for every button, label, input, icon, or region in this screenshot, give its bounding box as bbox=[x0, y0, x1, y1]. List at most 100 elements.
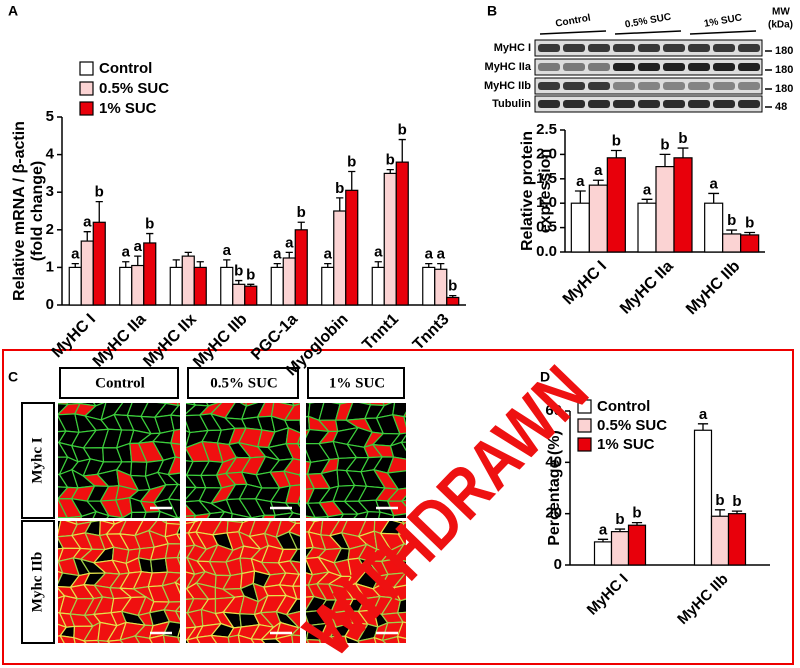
muscle-fiber bbox=[195, 634, 218, 643]
x-tick-label: MyHC IIa bbox=[90, 311, 150, 371]
significance-letter: b bbox=[95, 184, 104, 201]
muscle-fiber bbox=[327, 513, 345, 518]
significance-letter: a bbox=[594, 162, 603, 179]
mw-label: 48 bbox=[775, 101, 787, 113]
bar bbox=[627, 524, 647, 566]
significance-letter: b bbox=[246, 266, 255, 283]
muscle-fiber bbox=[285, 598, 300, 616]
muscle-fiber bbox=[391, 414, 406, 435]
x-tick-label: MyHC I bbox=[560, 258, 610, 308]
muscle-fiber bbox=[82, 639, 100, 643]
muscle-fiber bbox=[381, 635, 400, 643]
muscle-fiber bbox=[179, 521, 180, 524]
error-bar bbox=[631, 522, 643, 526]
column-header: 1% SUC bbox=[329, 375, 385, 391]
error-bar bbox=[677, 147, 689, 158]
muscle-fiber bbox=[157, 510, 179, 518]
muscle-fiber bbox=[365, 511, 381, 518]
muscle-fiber bbox=[237, 634, 255, 643]
muscle-fiber bbox=[403, 415, 406, 428]
muscle-fiber bbox=[402, 411, 406, 418]
blot-band bbox=[613, 63, 635, 71]
error-bar bbox=[71, 262, 79, 268]
withdrawn-frame bbox=[2, 349, 794, 665]
legend-swatch bbox=[577, 399, 592, 414]
bar bbox=[722, 233, 742, 253]
muscle-fiber bbox=[288, 512, 300, 518]
significance-letter: b bbox=[732, 493, 741, 510]
lane-label: 0.5% SUC bbox=[624, 12, 672, 31]
muscle-fiber bbox=[164, 556, 180, 574]
blot-band bbox=[588, 82, 610, 90]
significance-letter: a bbox=[223, 242, 232, 259]
muscle-fiber bbox=[288, 522, 300, 537]
significance-letter: a bbox=[324, 246, 333, 263]
lane-label: Control bbox=[555, 13, 592, 30]
muscle-fiber bbox=[306, 638, 322, 643]
blot-band bbox=[588, 63, 610, 71]
muscle-fiber bbox=[392, 403, 406, 418]
muscle-fiber bbox=[373, 636, 387, 643]
bar bbox=[606, 157, 626, 253]
significance-letter: a bbox=[576, 173, 585, 190]
blot-band bbox=[638, 100, 660, 108]
bar bbox=[181, 255, 195, 306]
significance-letter: b bbox=[727, 212, 736, 229]
y-axis-label: Relative protein bbox=[519, 131, 536, 251]
muscle-fiber bbox=[66, 515, 83, 518]
bar bbox=[92, 221, 106, 306]
panel-label: C bbox=[8, 369, 18, 385]
micrograph bbox=[186, 403, 300, 518]
muscle-fiber bbox=[58, 516, 69, 518]
significance-letter: a bbox=[437, 246, 446, 263]
muscle-fiber bbox=[169, 442, 180, 459]
error-bar bbox=[95, 200, 103, 223]
muscle-fiber bbox=[285, 442, 300, 461]
muscle-fiber bbox=[296, 435, 300, 445]
muscle-fiber bbox=[174, 605, 180, 613]
bar bbox=[383, 172, 397, 306]
x-tick-label: MyHC IIb bbox=[683, 258, 744, 319]
legend-swatch bbox=[79, 101, 94, 116]
micrograph bbox=[186, 521, 300, 643]
x-tick-label: MyHC IIx bbox=[140, 311, 200, 371]
bar bbox=[282, 257, 296, 306]
muscle-fiber bbox=[291, 634, 300, 643]
x-tick-label: MyHC IIb bbox=[674, 571, 731, 628]
muscle-fiber bbox=[134, 635, 153, 643]
muscle-fiber bbox=[314, 516, 330, 518]
y-tick-label: 2 bbox=[46, 221, 54, 238]
muscle-fiber bbox=[396, 635, 406, 643]
muscle-fiber bbox=[396, 621, 406, 640]
muscle-fiber bbox=[92, 510, 110, 518]
bar bbox=[704, 202, 724, 253]
bar bbox=[446, 296, 460, 306]
bar bbox=[345, 189, 359, 306]
mw-label: 180 bbox=[775, 45, 793, 57]
y-tick-label: 3 bbox=[46, 183, 54, 200]
muscle-fiber bbox=[386, 456, 406, 474]
blot-band bbox=[613, 82, 635, 90]
significance-letter: b bbox=[297, 204, 306, 221]
error-bar bbox=[610, 149, 622, 158]
bar bbox=[740, 234, 760, 253]
error-bar bbox=[744, 231, 756, 235]
muscle-fiber bbox=[392, 572, 406, 589]
y-tick-label: 5 bbox=[46, 108, 54, 125]
muscle-fiber bbox=[167, 498, 180, 518]
bar bbox=[169, 266, 183, 306]
mw-header: (kDa) bbox=[768, 20, 793, 31]
blot-band bbox=[688, 100, 710, 108]
error-bar bbox=[398, 138, 406, 163]
bar bbox=[637, 202, 657, 253]
muscle-fiber bbox=[230, 512, 253, 518]
muscle-fiber bbox=[261, 514, 276, 518]
muscle-fiber bbox=[186, 514, 197, 518]
significance-letter: a bbox=[285, 234, 294, 251]
legend-label: 1% SUC bbox=[99, 100, 157, 117]
muscle-fiber bbox=[290, 626, 300, 637]
muscle-fiber bbox=[59, 635, 76, 643]
lane-bracket bbox=[614, 30, 682, 35]
legend-label: Control bbox=[99, 60, 152, 77]
